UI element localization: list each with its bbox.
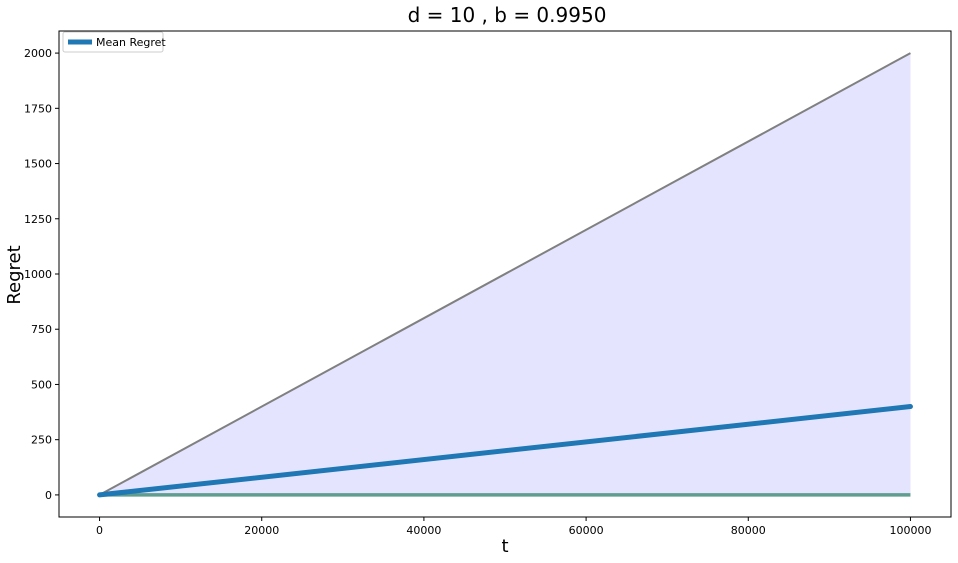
x-axis-title: t xyxy=(501,536,508,557)
legend-box xyxy=(62,31,164,53)
y-tick-label: 750 xyxy=(31,323,52,336)
legend-label-mean-regret: Mean Regret xyxy=(96,36,166,49)
y-tick-label: 1500 xyxy=(24,158,52,171)
y-axis: 0 250 500 750 1000 1250 1500 1750 2000 xyxy=(24,47,59,502)
plot-area xyxy=(97,52,913,498)
y-tick-label: 2000 xyxy=(24,47,52,60)
x-tick-label: 0 xyxy=(96,524,103,537)
y-tick-label: 250 xyxy=(31,434,52,447)
x-tick-label: 20000 xyxy=(244,524,279,537)
x-axis: 0 20000 40000 60000 80000 100000 xyxy=(96,517,931,537)
x-tick-label: 100000 xyxy=(889,524,931,537)
chart-title: d = 10 , b = 0.9950 xyxy=(408,3,607,27)
y-tick-label: 1000 xyxy=(24,268,52,281)
y-tick-label: 0 xyxy=(45,489,52,502)
x-tick-label: 60000 xyxy=(569,524,604,537)
legend: Mean Regret xyxy=(62,31,166,53)
y-tick-label: 500 xyxy=(31,378,52,391)
y-tick-label: 1750 xyxy=(24,102,52,115)
y-tick-label: 1250 xyxy=(24,213,52,226)
upper-bound-line xyxy=(99,52,911,496)
x-tick-label: 40000 xyxy=(406,524,441,537)
x-tick-label: 80000 xyxy=(731,524,766,537)
y-axis-title: Regret xyxy=(4,245,25,304)
series-line-mean-regret xyxy=(97,404,913,498)
